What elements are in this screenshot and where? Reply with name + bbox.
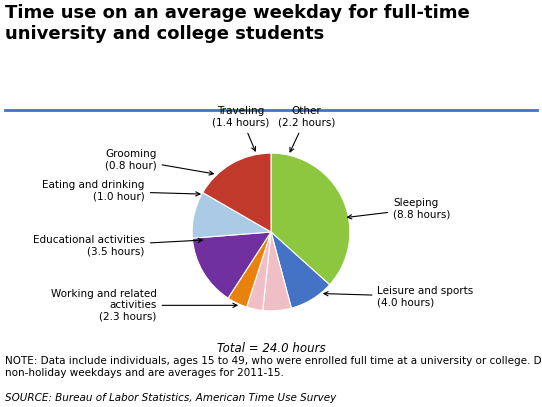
- Wedge shape: [271, 153, 350, 285]
- Text: Working and related
activities
(2.3 hours): Working and related activities (2.3 hour…: [51, 289, 237, 322]
- Text: Leisure and sports
(4.0 hours): Leisure and sports (4.0 hours): [324, 286, 474, 307]
- Wedge shape: [247, 232, 271, 311]
- Wedge shape: [192, 232, 271, 298]
- Wedge shape: [271, 232, 330, 308]
- Text: Total = 24.0 hours: Total = 24.0 hours: [217, 342, 325, 355]
- Text: SOURCE: Bureau of Labor Statistics, American Time Use Survey: SOURCE: Bureau of Labor Statistics, Amer…: [5, 393, 337, 403]
- Text: NOTE: Data include individuals, ages 15 to 49, who were enrolled full time at a : NOTE: Data include individuals, ages 15 …: [5, 356, 542, 378]
- Text: Time use on an average weekday for full-time
university and college students: Time use on an average weekday for full-…: [5, 4, 470, 43]
- Wedge shape: [192, 193, 271, 238]
- Text: Traveling
(1.4 hours): Traveling (1.4 hours): [212, 106, 270, 151]
- Text: Educational activities
(3.5 hours): Educational activities (3.5 hours): [33, 235, 202, 257]
- Text: Sleeping
(8.8 hours): Sleeping (8.8 hours): [347, 197, 450, 219]
- Text: Grooming
(0.8 hour): Grooming (0.8 hour): [105, 149, 214, 175]
- Text: Other
(2.2 hours): Other (2.2 hours): [278, 106, 335, 152]
- Wedge shape: [263, 232, 292, 311]
- Wedge shape: [228, 232, 271, 307]
- Text: Eating and drinking
(1.0 hour): Eating and drinking (1.0 hour): [42, 180, 200, 202]
- Wedge shape: [203, 153, 271, 232]
